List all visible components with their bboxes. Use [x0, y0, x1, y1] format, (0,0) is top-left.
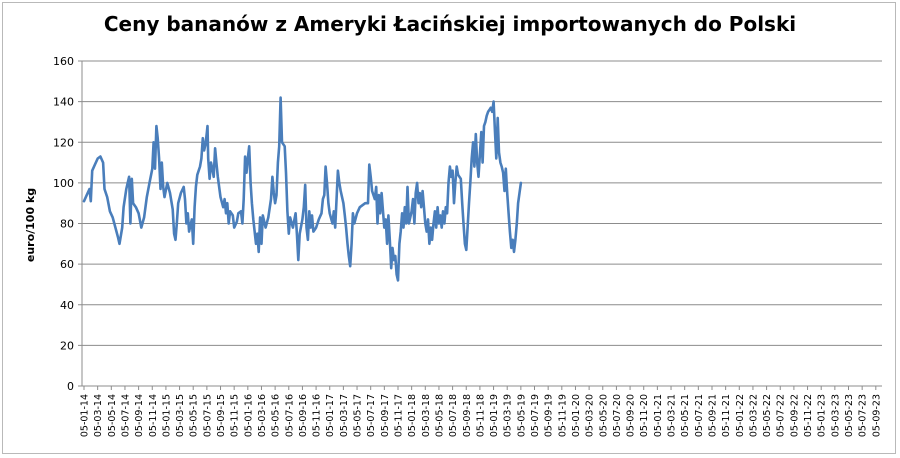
- x-tick-label-24: 05-01-18: [407, 394, 418, 437]
- x-tick-label-19: 05-03-17: [339, 394, 350, 437]
- y-tick-label-40: 40: [60, 299, 74, 312]
- x-tick-label-26: 05-05-18: [434, 394, 445, 437]
- x-tick-label-11: 05-11-15: [230, 394, 241, 437]
- x-tick-label-44: 05-05-21: [680, 394, 691, 437]
- x-tick-label-35: 05-11-19: [557, 394, 568, 437]
- x-tick-label-6: 05-01-15: [161, 394, 172, 437]
- x-tick-label-22: 05-09-17: [380, 394, 391, 437]
- x-tick-label-27: 05-07-18: [448, 394, 459, 437]
- x-tick-label-46: 05-09-21: [707, 394, 718, 437]
- x-tick-label-55: 05-03-23: [830, 394, 841, 437]
- series-line-0: [82, 96, 523, 282]
- y-tick-label-0: 0: [67, 380, 74, 393]
- y-tick-label-60: 60: [60, 258, 74, 271]
- x-tick-label-56: 05-05-23: [844, 394, 855, 437]
- x-tick-label-13: 05-03-16: [257, 394, 268, 437]
- x-tick-label-39: 05-07-20: [612, 394, 623, 437]
- x-tick-label-51: 05-07-22: [776, 394, 787, 437]
- x-tick-label-14: 05-05-16: [271, 394, 282, 437]
- chart-title: Ceny bananów z Ameryki Łacińskiej import…: [103, 12, 797, 36]
- x-tick-label-45: 05-07-21: [694, 394, 705, 437]
- x-tick-label-29: 05-11-18: [475, 394, 486, 437]
- x-tick-label-21: 05-07-17: [366, 394, 377, 437]
- x-tick-label-12: 05-01-16: [243, 394, 254, 437]
- x-tick-label-3: 05-07-14: [120, 394, 131, 437]
- x-tick-label-34: 05-09-19: [544, 394, 555, 437]
- x-tick-label-1: 05-03-14: [93, 394, 104, 437]
- x-tick-label-36: 05-01-20: [571, 394, 582, 437]
- y-tick-label-140: 140: [53, 96, 74, 109]
- x-tick-label-33: 05-07-19: [530, 394, 541, 437]
- x-tick-label-32: 05-05-19: [516, 394, 527, 437]
- x-tick-label-4: 05-09-14: [134, 394, 145, 437]
- x-tick-label-41: 05-11-20: [639, 394, 650, 437]
- series-layer: [82, 96, 523, 282]
- x-tick-label-8: 05-05-15: [189, 394, 200, 437]
- y-tick-label-160: 160: [53, 55, 74, 68]
- x-tick-label-16: 05-09-16: [298, 394, 309, 437]
- x-tick-label-37: 05-03-20: [585, 394, 596, 437]
- x-tick-label-31: 05-03-19: [503, 394, 514, 437]
- x-tick-label-43: 05-03-21: [667, 394, 678, 437]
- x-tick-label-40: 05-09-20: [626, 394, 637, 437]
- y-tick-labels: 0 20 40 60 80 100 120 140 160: [53, 55, 74, 393]
- y-tick-label-120: 120: [53, 136, 74, 149]
- grid-layer: [82, 60, 882, 346]
- x-tick-label-30: 05-01-19: [489, 394, 500, 437]
- x-tick-label-0: 05-01-14: [80, 394, 91, 437]
- x-tick-label-23: 05-11-17: [393, 394, 404, 437]
- x-tick-label-54: 05-01-23: [817, 394, 828, 437]
- x-tick-label-49: 05-03-22: [748, 394, 759, 437]
- x-tick-label-53: 05-11-22: [803, 394, 814, 437]
- y-axis-title: euro/100 kg: [24, 188, 37, 262]
- y-tick-label-100: 100: [53, 177, 74, 190]
- x-tick-label-48: 05-01-22: [735, 394, 746, 437]
- x-tick-label-10: 05-09-15: [216, 394, 227, 437]
- y-tick-label-80: 80: [60, 218, 74, 231]
- x-tick-label-57: 05-07-23: [858, 394, 869, 437]
- axis-layer: [78, 60, 882, 390]
- x-tick-labels: 05-01-14 05-03-14 05-05-14 05-07-14 05-09-14…: [80, 394, 883, 437]
- y-tick-label-20: 20: [60, 339, 74, 352]
- x-tick-label-42: 05-01-21: [653, 394, 664, 437]
- x-tick-label-5: 05-11-14: [148, 394, 159, 437]
- x-tick-label-52: 05-09-22: [789, 394, 800, 437]
- x-tick-label-38: 05-05-20: [598, 394, 609, 437]
- x-tick-label-2: 05-05-14: [107, 394, 118, 437]
- x-tick-label-47: 05-11-21: [721, 394, 732, 437]
- x-tick-label-17: 05-11-16: [312, 394, 323, 437]
- x-tick-label-20: 05-05-17: [353, 394, 364, 437]
- x-tick-label-7: 05-03-15: [175, 394, 186, 437]
- x-tick-label-28: 05-09-18: [462, 394, 473, 437]
- x-tick-label-25: 05-03-18: [421, 394, 432, 437]
- x-tick-label-18: 05-01-17: [325, 394, 336, 437]
- x-tick-label-15: 05-07-16: [284, 394, 295, 437]
- x-tick-label-58: 05-09-23: [871, 394, 882, 437]
- x-tick-label-50: 05-05-22: [762, 394, 773, 437]
- x-tick-label-9: 05-07-15: [202, 394, 213, 437]
